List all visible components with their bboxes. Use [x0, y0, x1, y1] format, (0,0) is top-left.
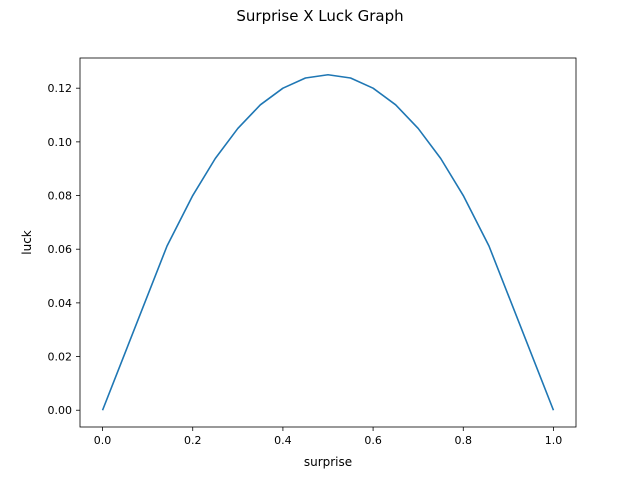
series-line-0 — [101, 73, 555, 411]
y-tick-label: 0.02 — [48, 351, 73, 364]
y-tick-label: 0.04 — [48, 297, 73, 310]
x-tick-label: 0.6 — [364, 434, 382, 447]
x-tick-label: 0.0 — [94, 434, 112, 447]
y-tick-label: 0.08 — [48, 190, 73, 203]
y-tick-label: 0.10 — [48, 136, 73, 149]
x-tick-label: 0.8 — [455, 434, 473, 447]
x-tick-label: 0.4 — [274, 434, 292, 447]
y-axis-label: luck — [20, 230, 34, 255]
x-axis-label: surprise — [304, 455, 352, 469]
x-tick-label: 1.0 — [545, 434, 563, 447]
y-tick-label: 0.00 — [48, 404, 73, 417]
y-tick-label: 0.12 — [48, 82, 73, 95]
chart-title: Surprise X Luck Graph — [236, 7, 404, 25]
x-tick-label: 0.2 — [184, 434, 202, 447]
y-tick-label: 0.06 — [48, 243, 73, 256]
plot-frame — [79, 57, 577, 428]
